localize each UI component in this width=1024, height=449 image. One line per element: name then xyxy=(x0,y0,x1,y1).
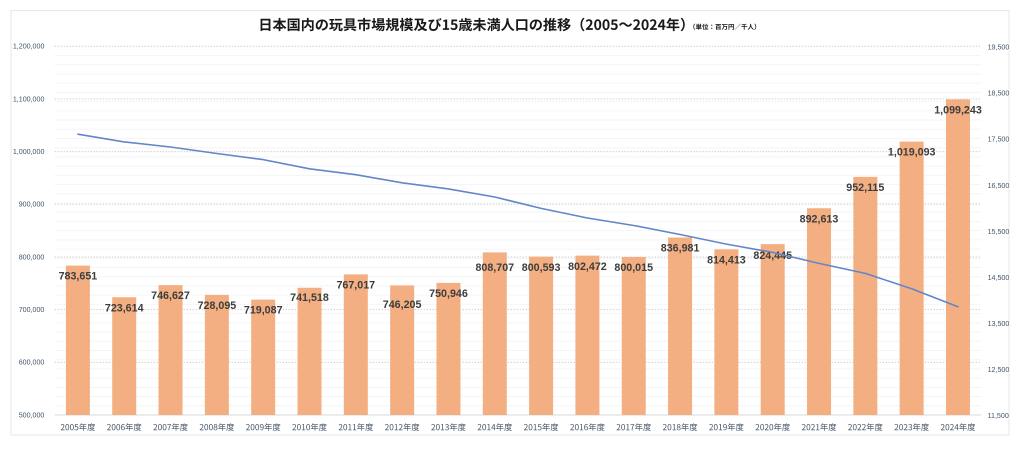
svg-text:1,019,093: 1,019,093 xyxy=(888,147,936,159)
svg-text:14,500: 14,500 xyxy=(988,274,1010,282)
svg-text:12,500: 12,500 xyxy=(988,366,1010,374)
svg-text:1,200,000: 1,200,000 xyxy=(13,43,45,51)
svg-text:750,946: 750,946 xyxy=(429,288,468,300)
svg-text:17,500: 17,500 xyxy=(988,136,1010,144)
svg-text:719,087: 719,087 xyxy=(244,305,283,317)
svg-text:700,000: 700,000 xyxy=(19,306,45,314)
svg-text:741,518: 741,518 xyxy=(290,292,329,304)
svg-text:800,015: 800,015 xyxy=(614,262,653,274)
svg-text:746,627: 746,627 xyxy=(151,290,190,302)
svg-text:16,500: 16,500 xyxy=(988,182,1010,190)
svg-text:836,981: 836,981 xyxy=(661,243,700,255)
svg-text:814,413: 814,413 xyxy=(707,255,746,267)
svg-text:728,095: 728,095 xyxy=(198,300,237,312)
svg-text:1,100,000: 1,100,000 xyxy=(13,95,45,103)
svg-text:892,613: 892,613 xyxy=(800,213,839,225)
svg-text:1,000,000: 1,000,000 xyxy=(13,148,45,156)
svg-text:18,500: 18,500 xyxy=(988,90,1010,98)
svg-text:800,000: 800,000 xyxy=(19,253,45,261)
svg-text:808,707: 808,707 xyxy=(475,262,514,274)
svg-text:19,500: 19,500 xyxy=(988,44,1010,52)
svg-text:723,614: 723,614 xyxy=(105,302,144,314)
svg-text:11,500: 11,500 xyxy=(988,412,1009,420)
svg-text:15,500: 15,500 xyxy=(988,228,1010,236)
svg-text:824,445: 824,445 xyxy=(753,250,792,262)
svg-text:802,472: 802,472 xyxy=(568,261,607,273)
svg-text:13,500: 13,500 xyxy=(988,320,1010,328)
svg-text:746,205: 746,205 xyxy=(383,299,422,311)
svg-text:500,000: 500,000 xyxy=(19,411,45,419)
svg-text:600,000: 600,000 xyxy=(19,359,45,367)
svg-text:800,593: 800,593 xyxy=(522,262,561,274)
svg-text:783,651: 783,651 xyxy=(59,271,98,283)
svg-text:952,115: 952,115 xyxy=(846,182,884,194)
svg-text:900,000: 900,000 xyxy=(19,201,45,209)
svg-text:1,099,243: 1,099,243 xyxy=(934,105,982,117)
svg-text:767,017: 767,017 xyxy=(336,280,375,292)
